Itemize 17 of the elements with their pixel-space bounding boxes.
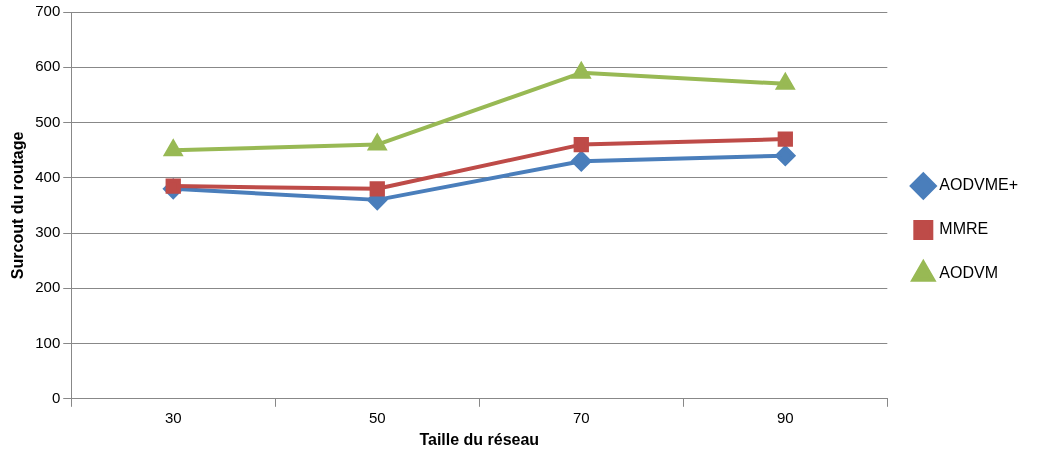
- legend-label: AODVM: [939, 264, 998, 282]
- y-axis-title: Surcout du routage: [9, 131, 27, 280]
- y-tick-label: 0: [51, 388, 61, 406]
- x-tick-label: 70: [572, 408, 590, 426]
- y-tick-label: 200: [35, 278, 61, 296]
- y-tick-label: 700: [35, 2, 61, 20]
- legend-label: MMRE: [939, 220, 989, 238]
- x-tick-label: 50: [368, 408, 386, 426]
- x-tick-label: 30: [164, 408, 182, 426]
- y-tick-label: 600: [35, 57, 61, 75]
- x-axis-title: Taille du réseau: [419, 430, 540, 448]
- x-tick-label: 90: [776, 408, 794, 426]
- y-tick-label: 500: [35, 112, 61, 130]
- y-tick-label: 100: [35, 333, 61, 351]
- y-tick-label: 400: [35, 167, 61, 185]
- y-tick-label: 300: [35, 223, 61, 241]
- legend-label: AODVME+: [939, 176, 1018, 194]
